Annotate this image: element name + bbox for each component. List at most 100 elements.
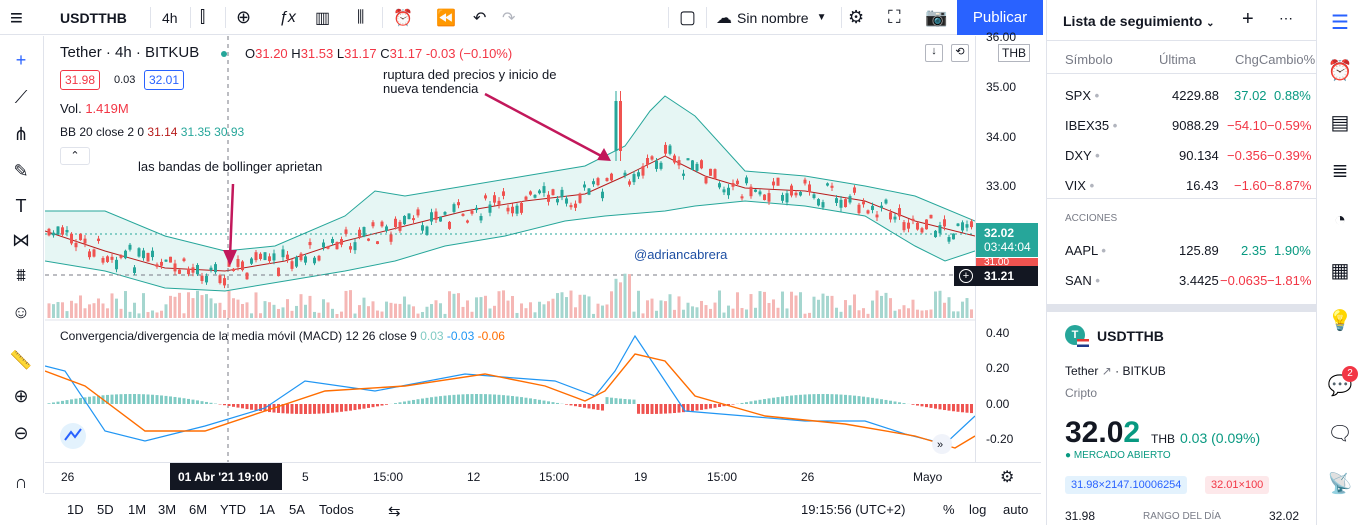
- range-1m[interactable]: 1M: [128, 502, 147, 517]
- volume-bar: [452, 293, 456, 318]
- range-1a[interactable]: 1A: [259, 502, 275, 517]
- watchlist-row[interactable]: VIX • 16.43 −1.60 −8.87%: [1047, 170, 1316, 200]
- compare-icon[interactable]: ⊕: [236, 7, 252, 27]
- chart-pane[interactable]: »: [44, 36, 976, 490]
- settings-gear-icon[interactable]: ⚙: [848, 7, 865, 27]
- log-toggle[interactable]: log: [969, 502, 987, 517]
- percent-toggle[interactable]: %: [943, 502, 955, 517]
- scroll-down-icon[interactable]: ↓: [925, 44, 943, 62]
- pattern-icon[interactable]: ⋈: [12, 229, 30, 250]
- timezone-gear-icon[interactable]: ⚙: [1000, 469, 1015, 486]
- indicators-icon[interactable]: ƒx: [279, 8, 296, 26]
- fib-icon[interactable]: ⋔: [13, 123, 29, 144]
- macd-histogram-bar: [142, 394, 145, 404]
- more-icon[interactable]: ⋯: [1279, 10, 1293, 26]
- volume-bar: [718, 290, 721, 318]
- messages-icon[interactable]: 🗨: [1327, 422, 1353, 445]
- clock-time[interactable]: 19:15:56 (UTC+2): [801, 502, 906, 517]
- add-symbol-icon[interactable]: +: [1242, 8, 1254, 30]
- watchlist-row[interactable]: DXY • 90.134 −0.356 −0.39%: [1047, 140, 1316, 170]
- section-header[interactable]: ACCIONES: [1065, 213, 1118, 224]
- fullscreen-box-icon[interactable]: ▢: [679, 7, 697, 27]
- trendline-icon[interactable]: ⟋: [14, 86, 28, 107]
- range-5a[interactable]: 5A: [289, 502, 305, 517]
- macd-histogram-bar: [376, 404, 379, 407]
- text-icon[interactable]: T: [15, 195, 27, 216]
- candle-body: [115, 259, 118, 270]
- watchlist-row[interactable]: SPX • 4229.88 37.02 0.88%: [1047, 80, 1316, 110]
- redo-icon[interactable]: ↷: [502, 9, 516, 27]
- macd-histogram-bar: [673, 404, 676, 414]
- watchlist-row[interactable]: AAPL • 125.89 2.35 1.90%: [1047, 235, 1316, 265]
- detail-symbol[interactable]: USDTTHB: [1097, 328, 1164, 344]
- measure-icon[interactable]: ⩩: [16, 264, 26, 285]
- volume-bar: [389, 302, 393, 318]
- replay-icon[interactable]: ⏪: [436, 9, 456, 27]
- candle-body: [169, 256, 172, 263]
- ideas-bulb-icon[interactable]: 💡: [1327, 309, 1353, 332]
- undo-icon[interactable]: ↶: [473, 9, 487, 27]
- range-todos[interactable]: Todos: [319, 502, 354, 517]
- detail-name[interactable]: Tether ↗ · BITKUB: [1065, 364, 1166, 378]
- collapse-icon[interactable]: ⌃: [60, 147, 90, 165]
- brush-icon[interactable]: ✎: [13, 160, 29, 181]
- goto-date-icon[interactable]: ⇆: [388, 503, 401, 520]
- annotation-squeeze[interactable]: las bandas de bollinger aprietan: [138, 159, 323, 174]
- symbol-search[interactable]: USDTTHB: [60, 9, 127, 26]
- ask-box[interactable]: 32.01: [144, 70, 185, 90]
- crosshair-icon[interactable]: +: [15, 49, 27, 70]
- watchlist-row[interactable]: IBEX35 • 9088.29 −54.10 −0.59%: [1047, 110, 1316, 140]
- templates-icon[interactable]: ▥: [315, 9, 331, 27]
- expand-icon[interactable]: ⛶: [888, 7, 901, 27]
- layout-menu[interactable]: ☁ Sin nombre ▼: [716, 0, 827, 35]
- auto-toggle[interactable]: auto: [1003, 502, 1029, 517]
- alarm-clock-icon[interactable]: ⏰: [1327, 59, 1353, 82]
- candle-body: [641, 166, 645, 176]
- volume-bar: [821, 293, 825, 318]
- restore-icon[interactable]: ⟲: [951, 44, 969, 62]
- candle-body: [524, 196, 528, 200]
- candle-body: [920, 228, 924, 233]
- annotation-breakout[interactable]: ruptura ded precios y inicio de nueva ten…: [383, 67, 557, 96]
- candle-body: [862, 201, 865, 205]
- col-change[interactable]: ChgCambio%: [1235, 52, 1316, 67]
- volume-bar: [295, 305, 298, 318]
- macd-histogram-bar: [106, 394, 109, 404]
- candle-style-icon[interactable]: ⫿: [200, 8, 206, 26]
- menu-icon[interactable]: ≡: [10, 4, 23, 30]
- camera-icon[interactable]: 📷: [925, 7, 948, 27]
- macd-histogram-bar: [173, 396, 177, 404]
- zoom-out-icon[interactable]: ⊖: [13, 422, 29, 443]
- financials-icon[interactable]: ⫼: [357, 8, 365, 26]
- calendar-icon[interactable]: ▦: [1330, 259, 1350, 282]
- range-6m[interactable]: 6M: [189, 502, 208, 517]
- bid-box[interactable]: 31.98: [60, 70, 101, 90]
- ruler-icon[interactable]: 📏: [9, 349, 33, 370]
- alert-icon[interactable]: ⏰: [393, 9, 413, 27]
- macd-histogram-bar: [439, 396, 442, 404]
- col-symbol[interactable]: Símbolo: [1065, 52, 1113, 67]
- candle-body: [556, 198, 559, 203]
- time-axis[interactable]: 26 5 15:00 12 15:00 19 15:00 26 Mayo 01 …: [45, 462, 1041, 490]
- news-icon[interactable]: ▤: [1330, 111, 1350, 134]
- watchlist-icon[interactable]: ☰: [1331, 11, 1349, 34]
- watchlist-title[interactable]: Lista de seguimiento ⌄: [1063, 13, 1215, 29]
- emoji-icon[interactable]: ☺: [11, 301, 31, 322]
- list-icon[interactable]: ≣: [1331, 159, 1349, 182]
- publish-button[interactable]: Publicar: [957, 0, 1043, 35]
- magnet-icon[interactable]: ∩: [14, 471, 28, 492]
- range-ytd[interactable]: YTD: [220, 502, 246, 517]
- volume-bar: [839, 311, 843, 318]
- range-5d[interactable]: 5D: [97, 502, 114, 517]
- interval-button[interactable]: 4h: [162, 9, 178, 26]
- watchlist-row[interactable]: SAN • 3.4425 −0.0635 −1.81%: [1047, 265, 1316, 295]
- zoom-in-icon[interactable]: ⊕: [13, 385, 29, 406]
- macd-histogram-bar: [223, 404, 226, 406]
- range-1d[interactable]: 1D: [67, 502, 84, 517]
- broadcast-icon[interactable]: 📡: [1327, 472, 1353, 495]
- add-alert-icon[interactable]: +: [959, 269, 973, 283]
- range-3m[interactable]: 3M: [158, 502, 177, 517]
- hotlist-icon[interactable]: ◔: [1333, 208, 1347, 231]
- price-axis[interactable]: 36.00 THB 35.00 34.00 33.00 32.02 03:44:0…: [954, 30, 1041, 490]
- col-last[interactable]: Última: [1159, 52, 1196, 67]
